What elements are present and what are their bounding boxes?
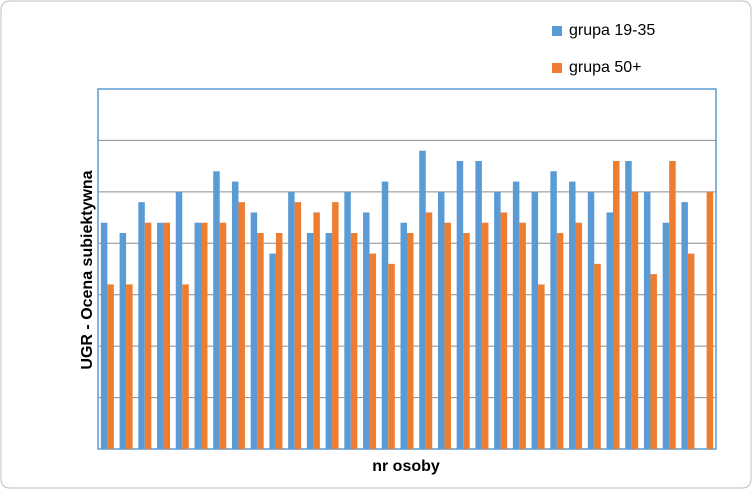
bar <box>175 191 183 449</box>
bar <box>344 191 351 449</box>
bar <box>631 191 639 449</box>
bar <box>194 222 201 449</box>
bar <box>119 233 127 449</box>
bar <box>569 181 576 450</box>
bar <box>288 191 295 449</box>
bar <box>269 253 276 449</box>
legend-label: grupa 19-35 <box>569 22 655 39</box>
bar <box>681 202 688 449</box>
bar <box>587 191 595 449</box>
y-axis-label: UGR - Ocena subiektywna <box>79 170 96 369</box>
legend-swatch <box>552 63 562 73</box>
bar <box>363 212 370 449</box>
bar <box>369 253 377 449</box>
bar <box>388 263 395 449</box>
bar <box>182 284 189 449</box>
bar <box>144 222 152 449</box>
bar <box>463 233 470 449</box>
bar <box>556 233 564 449</box>
legend-swatch <box>552 26 562 36</box>
bar <box>512 181 520 450</box>
bar <box>350 233 358 449</box>
bar <box>213 171 220 450</box>
bar <box>250 212 258 449</box>
bar <box>313 212 320 449</box>
bar <box>437 191 445 449</box>
bar <box>594 263 601 449</box>
bar <box>107 284 114 449</box>
bar <box>500 212 508 449</box>
bar <box>381 181 389 450</box>
bar <box>419 150 426 449</box>
bar <box>100 222 108 449</box>
legend-label: grupa 50+ <box>569 59 642 76</box>
bar <box>538 284 545 449</box>
bar <box>332 202 339 449</box>
bar <box>219 222 227 449</box>
bar <box>650 274 657 449</box>
bar <box>294 202 302 449</box>
bar <box>456 161 464 449</box>
bar <box>606 212 613 449</box>
bar <box>444 222 451 449</box>
bar <box>275 233 283 449</box>
bar <box>475 161 482 449</box>
bar <box>550 171 557 450</box>
bar <box>494 191 501 449</box>
bar <box>625 161 632 449</box>
bar <box>613 161 620 449</box>
bar <box>231 181 239 450</box>
bar <box>201 222 208 449</box>
bar <box>400 222 407 449</box>
bar <box>481 222 489 449</box>
bar <box>575 222 583 449</box>
bar <box>643 191 651 449</box>
bar <box>163 222 171 449</box>
bar <box>531 191 539 449</box>
bar <box>425 212 433 449</box>
bar <box>662 222 670 449</box>
bar <box>706 191 714 449</box>
bar <box>669 161 676 449</box>
bar <box>306 233 314 449</box>
bar <box>519 222 526 449</box>
x-axis-label: nr osoby <box>372 458 440 475</box>
bar <box>126 284 133 449</box>
bar <box>257 233 264 449</box>
bar <box>687 253 695 449</box>
bar <box>157 222 164 449</box>
bar <box>238 202 245 449</box>
bar <box>325 233 333 449</box>
bar <box>407 233 414 449</box>
bar <box>138 202 145 449</box>
